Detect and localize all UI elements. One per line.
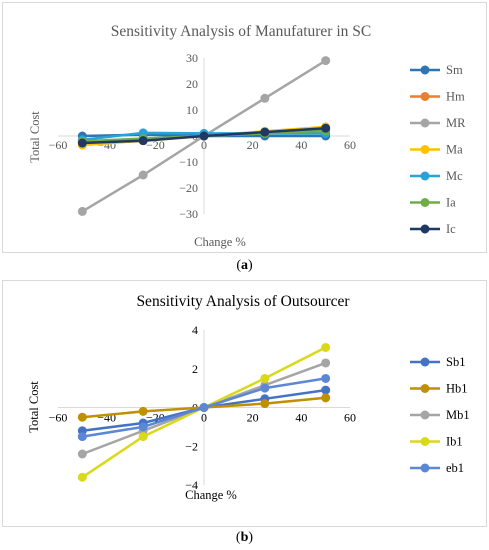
legend-marker-MR <box>420 118 430 128</box>
x-tick-label: 60 <box>344 411 356 425</box>
data-point-Sb1 <box>321 385 331 395</box>
chart-a-legend: Sm Hm MR Ma Mc Ia Ic <box>410 63 466 236</box>
data-point-eb1 <box>260 383 270 393</box>
legend-marker-Ib1 <box>420 437 430 446</box>
x-tick-label: 20 <box>247 138 259 152</box>
legend-label-Ia: Ia <box>446 196 456 210</box>
legend-marker-Mb1 <box>420 410 430 420</box>
legend-label-MR: MR <box>446 116 466 130</box>
legend-label-Mb1: Mb1 <box>446 408 470 422</box>
data-point-eb1 <box>77 432 87 442</box>
y-tick-label: 30 <box>186 51 198 65</box>
x-tick-label: −60 <box>49 138 68 152</box>
x-tick-label: 60 <box>344 138 356 152</box>
data-point-Mb1 <box>77 449 87 459</box>
x-tick-label: 0 <box>201 411 207 425</box>
legend-marker-Sb1 <box>420 357 430 367</box>
caption-b-letter: b <box>240 530 249 545</box>
legend-marker-Sm <box>420 65 430 75</box>
data-point-Ic <box>260 127 270 137</box>
legend-label-Hb1: Hb1 <box>446 382 468 396</box>
data-point-Hb1 <box>138 406 148 416</box>
legend-label-eb1: eb1 <box>446 461 464 475</box>
x-tick-label: −40 <box>97 411 116 425</box>
data-point-Ic <box>77 138 87 148</box>
data-point-Ic <box>321 123 331 133</box>
data-point-MR <box>321 56 331 66</box>
x-tick-label: −60 <box>49 411 68 425</box>
chart-b-legend: Sb1 Hb1 Mb1 Ib1 eb1 <box>410 355 470 475</box>
y-tick-label: 20 <box>186 77 198 91</box>
legend-marker-Mc <box>420 171 430 181</box>
y-tick-label: −30 <box>179 207 198 221</box>
y-tick-label: 2 <box>192 362 198 376</box>
data-point-eb1 <box>321 373 331 383</box>
data-point-Hb1 <box>260 399 270 409</box>
y-tick-label: 10 <box>186 103 198 117</box>
legend-label-Mc: Mc <box>446 169 463 183</box>
legend-marker-Hm <box>420 92 430 101</box>
caption-a-letter: a <box>241 258 248 273</box>
x-tick-label: 40 <box>295 411 307 425</box>
chart-a-ylabel: Total Cost <box>28 111 42 163</box>
data-point-eb1 <box>138 422 148 432</box>
data-point-MR <box>138 170 148 180</box>
data-point-Ib1 <box>260 373 270 383</box>
chart-a-xlabel: Change % <box>194 235 246 249</box>
data-point-Hb1 <box>77 412 87 422</box>
legend-label-Ma: Ma <box>446 143 463 157</box>
data-point-eb1 <box>199 403 209 412</box>
data-point-MR <box>260 93 270 103</box>
data-point-Ib1 <box>138 432 148 442</box>
y-tick-label: −2 <box>185 439 198 453</box>
data-point-MR <box>77 206 87 216</box>
data-point-Hb1 <box>321 393 331 403</box>
chart-b-frame <box>2 280 487 527</box>
chart-b-xlabel: Change % <box>185 488 237 502</box>
legend-label-Sm: Sm <box>446 63 463 77</box>
y-tick-label: −10 <box>179 155 198 169</box>
legend-marker-Ia <box>420 198 430 207</box>
chart-a-title: Sensitivity Analysis of Manufaturer in S… <box>111 23 371 40</box>
caption-a: (a) <box>236 258 253 273</box>
caption-b: (b) <box>235 530 254 545</box>
data-point-Ib1 <box>321 342 331 352</box>
legend-label-Ib1: Ib1 <box>446 435 463 449</box>
legend-marker-eb1 <box>420 463 430 473</box>
x-tick-label: −20 <box>146 138 165 152</box>
legend-marker-Ic <box>420 224 430 234</box>
chart-b-ylabel: Total Cost <box>27 381 41 433</box>
chart-b-title: Sensitivity Analysis of Outsourcer <box>136 293 350 310</box>
data-point-Ic <box>199 131 209 141</box>
x-tick-label: 0 <box>201 138 207 152</box>
chart-a-frame <box>2 2 487 253</box>
legend-label-Hm: Hm <box>446 90 465 104</box>
data-point-Ib1 <box>77 472 87 482</box>
data-point-Ic <box>138 136 148 146</box>
legend-label-Sb1: Sb1 <box>446 355 465 369</box>
y-tick-label: −20 <box>179 181 198 195</box>
y-tick-label: −4 <box>185 478 198 492</box>
x-tick-label: 40 <box>295 138 307 152</box>
legend-marker-Ma <box>420 145 430 154</box>
legend-marker-Hb1 <box>420 384 430 393</box>
data-point-Mb1 <box>321 358 331 368</box>
x-tick-label: 20 <box>247 411 259 425</box>
legend-label-Ic: Ic <box>446 222 456 236</box>
y-tick-label: 4 <box>192 323 198 337</box>
